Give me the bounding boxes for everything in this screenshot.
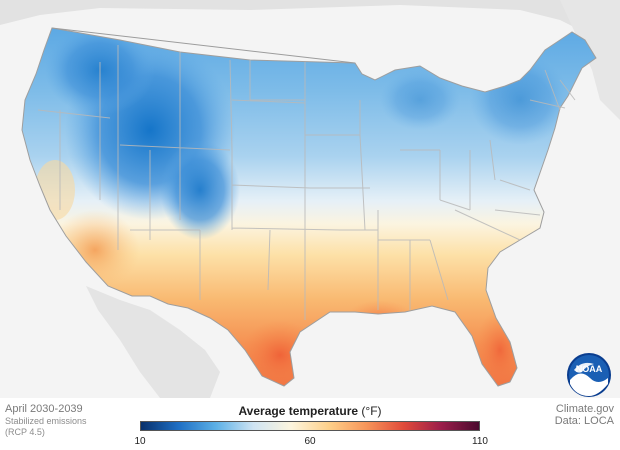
temperature-map: [0, 0, 620, 398]
legend-tick-min: 10: [134, 436, 146, 447]
data-credit-label: Data: LOCA: [554, 415, 614, 427]
legend-tick-mid: 60: [304, 436, 316, 447]
scenario-label: Stabilized emissions (RCP 4.5): [5, 416, 115, 438]
map-area: NOAA: [0, 0, 620, 398]
noaa-logo-text: NOAA: [576, 364, 603, 374]
period-label: April 2030-2039: [5, 403, 83, 415]
legend-tick-max: 110: [472, 436, 488, 447]
source-label: Climate.gov: [555, 403, 614, 415]
legend-title: Average temperature (°F): [140, 404, 480, 418]
scenario-line-1: Stabilized emissions: [5, 416, 87, 426]
noaa-logo-icon: NOAA: [567, 353, 611, 397]
legend-color-bar: [140, 421, 480, 431]
temperature-field: [22, 28, 596, 386]
legend-title-text: Average temperature: [238, 404, 359, 418]
legend-unit: (°F): [361, 404, 382, 418]
scenario-line-2: (RCP 4.5): [5, 427, 45, 437]
state-boundaries: [37, 45, 576, 320]
